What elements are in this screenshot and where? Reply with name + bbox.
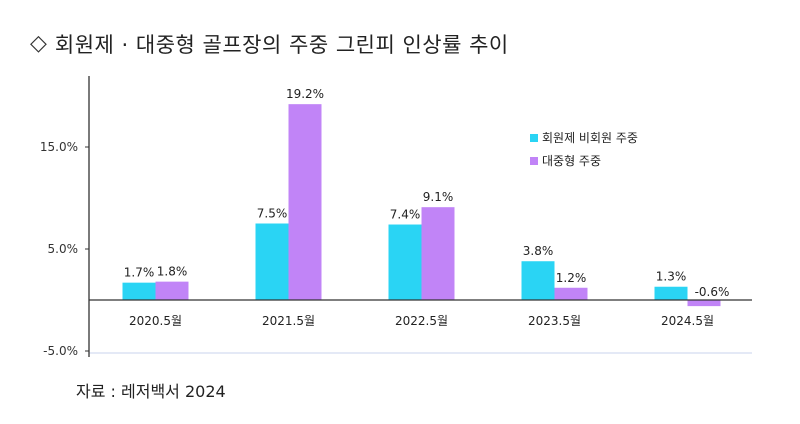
data-label-1-2: 7.5%: [257, 207, 288, 221]
data-label-2-4: 1.2%: [556, 271, 587, 285]
bar-1-1: [122, 282, 156, 300]
chart-title: ◇ 회원제 · 대중형 골프장의 주중 그린피 인상률 추이: [30, 26, 509, 62]
title-text: 회원제 · 대중형 골프장의 주중 그린피 인상률 추이: [54, 33, 509, 57]
x-tick-label-2: 2021.5월: [262, 314, 315, 328]
bar-2-3: [421, 207, 455, 300]
y-tick-label-2: 5.0%: [48, 242, 79, 256]
data-label-1-3: 7.4%: [390, 208, 421, 222]
legend-label-1: 회원제 비회원 주중: [542, 131, 638, 145]
legend-swatch-1: [530, 134, 538, 142]
source-note: 자료 : 레저백서 2024: [76, 382, 226, 401]
diamond-outline-icon: ◇: [30, 31, 47, 56]
data-label-1-1: 1.7%: [124, 266, 155, 280]
bar-2-4: [554, 287, 588, 300]
data-label-2-2: 19.2%: [286, 87, 324, 101]
data-label-2-3: 9.1%: [423, 190, 454, 204]
data-label-1-5: 1.3%: [656, 270, 687, 284]
bar-2-5: [687, 300, 721, 307]
legend-swatch-2: [530, 157, 538, 165]
bar-1-4: [521, 261, 555, 300]
data-label-2-1: 1.8%: [157, 265, 188, 279]
data-label-1-4: 3.8%: [523, 244, 554, 258]
x-tick-label-1: 2020.5월: [129, 314, 182, 328]
bar-2-1: [155, 281, 189, 300]
bar-1-5: [654, 286, 688, 300]
x-tick-label-4: 2023.5월: [528, 314, 581, 328]
x-tick-label-3: 2022.5월: [395, 314, 448, 328]
x-tick-label-5: 2024.5월: [661, 314, 714, 328]
legend-label-2: 대중형 주중: [542, 154, 601, 168]
y-tick-label-1: 15.0%: [40, 140, 78, 154]
bar-1-2: [255, 223, 289, 300]
bar-1-3: [388, 224, 422, 300]
data-label-2-5: -0.6%: [695, 285, 730, 299]
y-tick-label-3: -5.0%: [43, 344, 78, 358]
bar-2-2: [288, 104, 322, 300]
